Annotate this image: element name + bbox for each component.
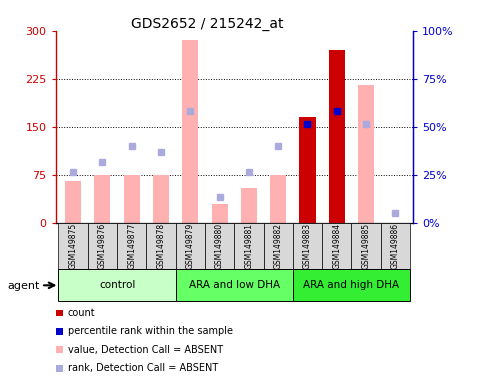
Text: agent: agent bbox=[7, 281, 40, 291]
Text: ARA and high DHA: ARA and high DHA bbox=[303, 280, 399, 290]
Text: GSM149884: GSM149884 bbox=[332, 223, 341, 269]
Text: GSM149877: GSM149877 bbox=[127, 223, 136, 269]
Bar bbox=[381, 223, 410, 269]
Text: GSM149883: GSM149883 bbox=[303, 223, 312, 269]
Bar bbox=[212, 204, 227, 223]
Bar bbox=[124, 175, 140, 223]
Text: GSM149886: GSM149886 bbox=[391, 223, 400, 269]
Bar bbox=[182, 40, 199, 223]
Bar bbox=[88, 223, 117, 269]
Text: percentile rank within the sample: percentile rank within the sample bbox=[68, 326, 233, 336]
Bar bbox=[205, 223, 234, 269]
Text: GSM149885: GSM149885 bbox=[362, 223, 370, 269]
Text: ARA and low DHA: ARA and low DHA bbox=[189, 280, 280, 290]
Bar bbox=[176, 269, 293, 301]
Text: GSM149879: GSM149879 bbox=[186, 223, 195, 269]
Text: GSM149880: GSM149880 bbox=[215, 223, 224, 269]
Bar bbox=[65, 181, 81, 223]
Text: count: count bbox=[68, 308, 96, 318]
Bar bbox=[264, 223, 293, 269]
Bar bbox=[234, 223, 264, 269]
Text: GSM149878: GSM149878 bbox=[156, 223, 166, 269]
Bar bbox=[176, 223, 205, 269]
Text: GSM149876: GSM149876 bbox=[98, 223, 107, 269]
Text: rank, Detection Call = ABSENT: rank, Detection Call = ABSENT bbox=[68, 363, 218, 373]
Text: GDS2652 / 215242_at: GDS2652 / 215242_at bbox=[131, 17, 284, 31]
Bar bbox=[293, 223, 322, 269]
Text: GSM149881: GSM149881 bbox=[244, 223, 254, 269]
Bar bbox=[322, 223, 352, 269]
Bar bbox=[153, 175, 169, 223]
Bar bbox=[270, 175, 286, 223]
Bar bbox=[241, 187, 257, 223]
Text: control: control bbox=[99, 280, 135, 290]
Bar bbox=[299, 117, 315, 223]
Bar bbox=[146, 223, 176, 269]
Bar bbox=[293, 269, 410, 301]
Bar bbox=[94, 175, 111, 223]
Bar bbox=[58, 223, 88, 269]
Bar bbox=[117, 223, 146, 269]
Text: GSM149875: GSM149875 bbox=[69, 223, 78, 269]
Text: GSM149882: GSM149882 bbox=[274, 223, 283, 269]
Bar bbox=[358, 85, 374, 223]
Bar bbox=[329, 50, 345, 223]
Text: value, Detection Call = ABSENT: value, Detection Call = ABSENT bbox=[68, 345, 223, 355]
Bar bbox=[352, 223, 381, 269]
Bar bbox=[58, 269, 176, 301]
